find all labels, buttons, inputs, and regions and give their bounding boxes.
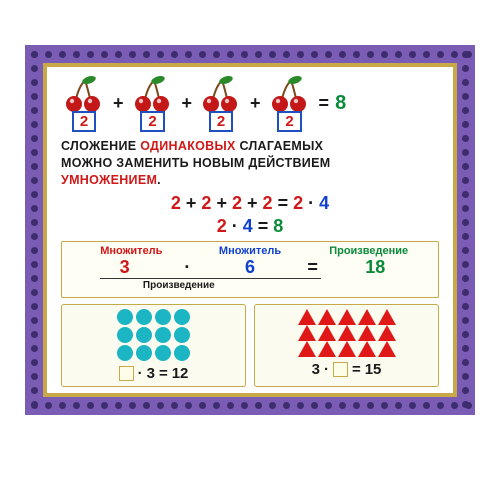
circle-icon [174, 327, 190, 343]
blank-box[interactable] [119, 366, 134, 381]
op-eq: = [278, 193, 289, 213]
text-part: СЛАГАЕМЫХ [236, 139, 324, 153]
circle-icon [136, 345, 152, 361]
triangle-icon [358, 341, 376, 357]
triangle-icon [298, 341, 316, 357]
num: 2 [217, 216, 227, 236]
label-multiplier2: Множитель [191, 245, 310, 257]
cherry-count-box: 2 [140, 111, 164, 132]
triangle-icon [338, 309, 356, 325]
triangle-icon [378, 309, 396, 325]
op-dot: · [232, 216, 238, 236]
shapes-exercises: · 3 = 12 3 · = 15 [61, 304, 439, 387]
triangle-icon [318, 341, 336, 357]
cherry-pair: 2 [130, 75, 176, 132]
op-eq: = [258, 216, 269, 236]
cherry-count-box: 2 [72, 111, 96, 132]
num: 15 [365, 361, 382, 378]
num: 8 [273, 216, 283, 236]
cherry-count-box: 2 [277, 111, 301, 132]
card-frame: 2+ 2+ 2+ 2 = 8 СЛОЖЕНИЕ ОДИНАКОВЫХ СЛАГА… [25, 45, 475, 415]
cherries-addition-row: 2 + 2 + 2 + 2 = 8 [61, 75, 439, 132]
num: 2 [171, 193, 181, 213]
triangle-icon [298, 325, 316, 341]
num: 18 [323, 257, 428, 278]
multiplication-terms-box: Множитель Множитель Произведение 3 · 6 =… [61, 241, 439, 298]
triangles-equation: 3 · = 15 [312, 361, 382, 378]
page: 2+ 2+ 2+ 2 = 8 СЛОЖЕНИЕ ОДИНАКОВЫХ СЛАГА… [0, 0, 500, 500]
num: 12 [172, 365, 189, 382]
op-plus: + [250, 93, 261, 114]
circle-icon [136, 309, 152, 325]
blank-box[interactable] [333, 362, 348, 377]
circles-panel: · 3 = 12 [61, 304, 246, 387]
circle-icon [174, 309, 190, 325]
triangle-icon [318, 309, 336, 325]
op-eq: = [319, 93, 330, 114]
num: 6 [197, 257, 302, 278]
text-highlight: ОДИНАКОВЫХ [140, 139, 235, 153]
circle-icon [174, 345, 190, 361]
op-dot: · [138, 365, 143, 382]
text-highlight: УМНОЖЕНИЕМ [61, 173, 157, 187]
circle-icon [155, 345, 171, 361]
op-eq: = [352, 361, 361, 378]
label-multiplier1: Множитель [72, 245, 191, 257]
result: 8 [335, 92, 346, 115]
num: 2 [293, 193, 303, 213]
num: 2 [201, 193, 211, 213]
triangle-icon [338, 325, 356, 341]
text-part: МОЖНО ЗАМЕНИТЬ НОВЫМ ДЕЙСТВИЕМ [61, 156, 330, 170]
num: 4 [319, 193, 329, 213]
op-dot: · [177, 257, 197, 278]
triangle-icon [298, 309, 316, 325]
op-plus: + [247, 193, 258, 213]
term-numbers: 3 · 6 = 18 [72, 257, 428, 278]
num: 3 [72, 257, 177, 278]
circle-icon [155, 309, 171, 325]
circle-icon [136, 327, 152, 343]
circle-icon [117, 327, 133, 343]
triangle-icon [378, 341, 396, 357]
text-part: СЛОЖЕНИЕ [61, 139, 140, 153]
term-labels: Множитель Множитель Произведение [72, 245, 428, 257]
content: 2+ 2+ 2+ 2 = 8 СЛОЖЕНИЕ ОДИНАКОВЫХ СЛАГА… [43, 63, 457, 397]
triangles-panel: 3 · = 15 [254, 304, 439, 387]
circles-equation: · 3 = 12 [119, 365, 189, 382]
circles-grid [117, 309, 190, 361]
op-plus: + [186, 193, 197, 213]
explanation-text: СЛОЖЕНИЕ ОДИНАКОВЫХ СЛАГАЕМЫХ МОЖНО ЗАМЕ… [61, 138, 439, 189]
num: 3 [147, 365, 155, 382]
label-product-underline: Произведение [72, 280, 286, 291]
op-plus: + [182, 93, 193, 114]
triangle-icon [358, 309, 376, 325]
triangles-grid [298, 309, 396, 357]
cherry-pair: 2 [61, 75, 107, 132]
num: 4 [243, 216, 253, 236]
op-eq: = [159, 365, 168, 382]
triangle-icon [358, 325, 376, 341]
op-eq: = [303, 257, 323, 278]
op-plus: + [113, 93, 124, 114]
cherry-pair: 2 [198, 75, 244, 132]
num: 3 [312, 361, 320, 378]
label-product: Произведение [309, 245, 428, 257]
cherry-pair: 2 [267, 75, 313, 132]
op-dot: · [324, 361, 329, 378]
product-underline [100, 278, 321, 279]
triangle-icon [338, 341, 356, 357]
cherry-count-box: 2 [209, 111, 233, 132]
equation-mult-result: 2 · 4 = 8 [61, 216, 439, 237]
circle-icon [155, 327, 171, 343]
triangle-icon [378, 325, 396, 341]
num: 2 [263, 193, 273, 213]
triangle-icon [318, 325, 336, 341]
equation-addition-to-mult: 2 + 2 + 2 + 2 = 2 · 4 [61, 193, 439, 214]
circle-icon [117, 345, 133, 361]
num: 2 [232, 193, 242, 213]
text-part: . [157, 173, 161, 187]
op-plus: + [216, 193, 227, 213]
circle-icon [117, 309, 133, 325]
